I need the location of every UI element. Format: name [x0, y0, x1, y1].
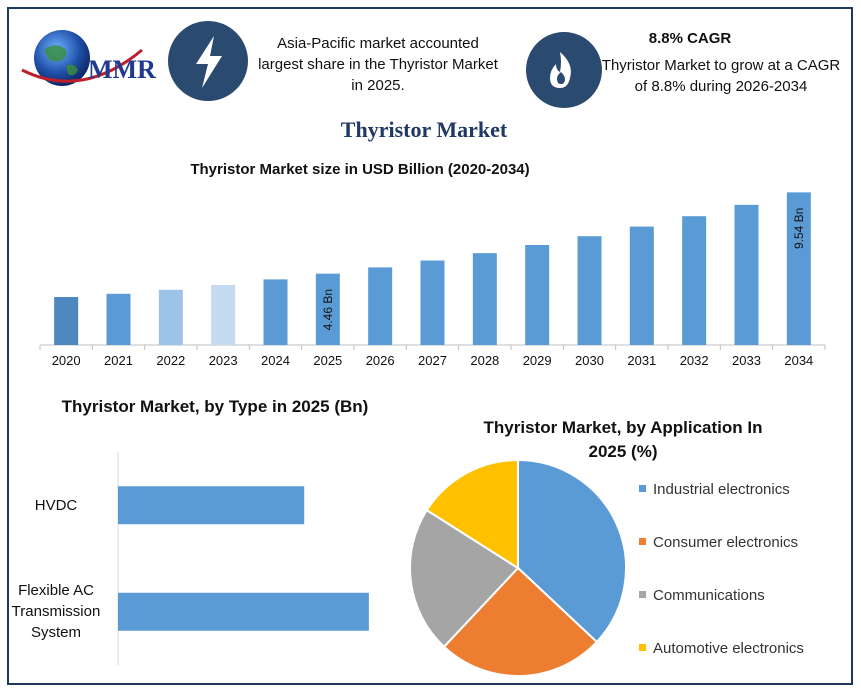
pie-slice — [409, 508, 520, 649]
x-tick-label: 2022 — [156, 353, 185, 368]
pie-slice — [425, 458, 519, 570]
legend-swatch — [639, 485, 646, 492]
bar — [118, 486, 305, 525]
legend-label: Industrial electronics — [653, 481, 790, 498]
icon-flame — [550, 52, 571, 88]
bar — [211, 285, 236, 345]
x-tick-label: 2034 — [784, 353, 813, 368]
bar — [577, 236, 602, 345]
legend-swatch — [639, 591, 646, 598]
x-tick-label: 2024 — [261, 353, 290, 368]
legend-label: Communications — [653, 587, 765, 604]
legend-swatch — [639, 644, 646, 651]
bar — [368, 267, 393, 345]
fact-text: Thyristor Market to grow at a CAGR of 8.… — [601, 57, 841, 95]
bar — [786, 192, 811, 345]
x-tick-label: 2021 — [104, 353, 133, 368]
main-title: Thyristor Market — [341, 117, 508, 142]
bar — [106, 293, 131, 345]
bar — [158, 289, 183, 345]
bar — [420, 260, 445, 345]
legend-label: Automotive electronics — [653, 640, 804, 657]
y-tick-label: Flexible AC Transmission System — [11, 582, 101, 642]
x-tick-label: 2020 — [52, 353, 81, 368]
x-tick-label: 2025 — [313, 353, 342, 368]
legend-label: Consumer electronics — [653, 534, 798, 551]
x-tick-label: 2027 — [418, 353, 447, 368]
icon-bolt — [196, 36, 222, 88]
bar — [525, 245, 550, 345]
legend-swatch — [639, 538, 646, 545]
bar — [263, 279, 288, 345]
x-tick-label: 2029 — [523, 353, 552, 368]
chart-title: Thyristor Market size in USD Billion (20… — [190, 161, 529, 178]
bar — [118, 592, 369, 631]
frame — [7, 7, 853, 685]
logo-land — [44, 45, 78, 76]
y-tick-label: HVDC — [34, 496, 78, 514]
value-label: 9.54 Bn — [792, 208, 806, 249]
chart-title: Thyristor Market, by Type in 2025 (Bn) — [62, 397, 369, 416]
x-tick-label: 2031 — [627, 353, 656, 368]
x-tick-label: 2026 — [366, 353, 395, 368]
fact-text: Asia-Pacific market accounted largest sh… — [258, 35, 498, 94]
x-tick-label: 2033 — [732, 353, 761, 368]
fact-title: 8.8% CAGR — [648, 30, 732, 47]
bar — [682, 216, 707, 345]
bar — [472, 253, 497, 345]
bar — [734, 204, 759, 345]
logo-text: MMR — [88, 55, 156, 84]
chart-title: Thyristor Market, by Application In 2025… — [483, 418, 763, 461]
pie-slice — [442, 566, 599, 677]
value-label: 4.46 Bn — [321, 289, 335, 330]
x-tick-label: 2032 — [680, 353, 709, 368]
bar — [315, 273, 340, 345]
x-tick-label: 2028 — [470, 353, 499, 368]
logo-swoosh — [21, 48, 143, 83]
pie-slice — [517, 458, 627, 644]
x-tick-label: 2030 — [575, 353, 604, 368]
bar — [54, 297, 79, 345]
icon-flame-inner — [557, 72, 565, 84]
bar — [629, 226, 654, 345]
x-tick-label: 2023 — [209, 353, 238, 368]
